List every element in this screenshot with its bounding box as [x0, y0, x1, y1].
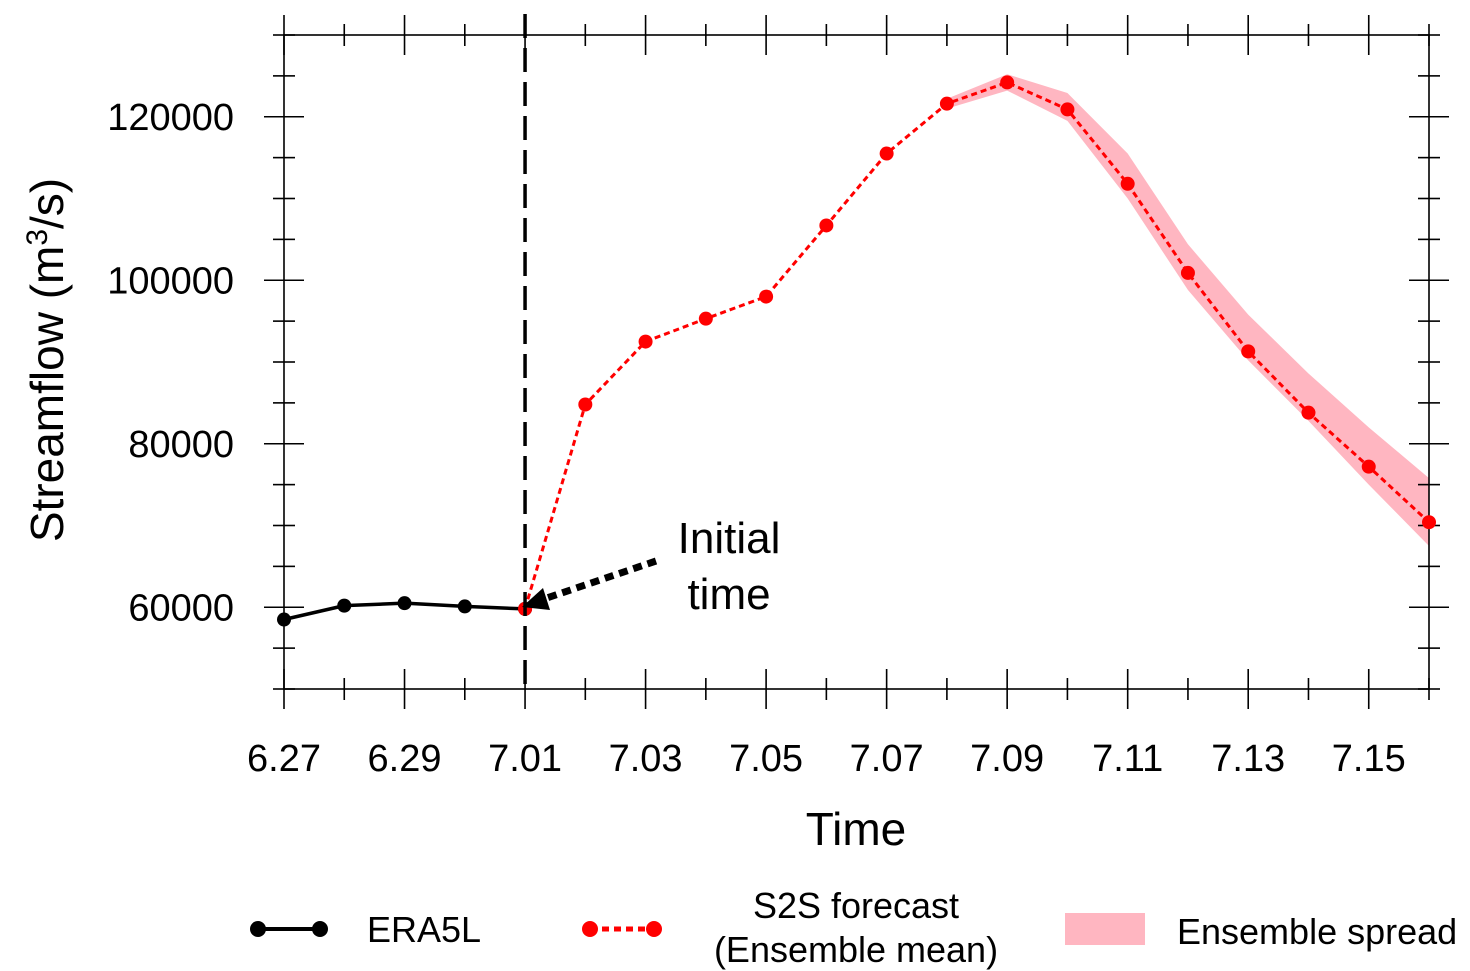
legend-s2s-label-line2: (Ensemble mean) [714, 929, 998, 970]
legend-era5l-marker-right [312, 921, 328, 937]
x-tick-label: 7.07 [850, 738, 924, 780]
x-tick-label: 7.11 [1092, 738, 1163, 780]
s2s-forecast-point [939, 96, 954, 111]
y-tick-label: 100000 [107, 260, 234, 302]
s2s-forecast-line [523, 80, 1431, 610]
axes: 6.27 6.29 7.01 7.03 7.05 7.07 7.09 7.11 7.13 7.15… [107, 15, 1449, 780]
s2s-forecast-point [819, 218, 834, 233]
s2s-forecast-point [1361, 459, 1376, 474]
y-tick-label: 80000 [128, 424, 234, 466]
legend-era5l-marker-left [250, 921, 266, 937]
era5l-point [277, 612, 291, 627]
s2s-forecast-point [1000, 75, 1015, 90]
legend: ERA5L S2S forecast (Ensemble mean) Ensem… [250, 885, 1457, 970]
annotation-arrow-shaft [536, 557, 658, 605]
legend-item-ensemble-spread: Ensemble spread [1065, 911, 1457, 952]
era5l-point [397, 596, 412, 611]
s2s-forecast-point [1120, 176, 1135, 191]
ensemble-spread-band [946, 74, 1429, 546]
s2s-forecast-point [1241, 344, 1256, 359]
era5l-point [337, 598, 352, 613]
x-axis-title: Time [806, 803, 907, 855]
ensemble-spread-layer [946, 74, 1429, 546]
legend-item-era5l: ERA5L [250, 909, 481, 950]
s2s-forecast-point [698, 311, 713, 326]
y-axis-title-superscript: 3 [21, 229, 54, 246]
s2s-forecast-point [1180, 265, 1195, 280]
y-tick-label: 60000 [128, 587, 234, 629]
x-tick-label: 7.03 [609, 738, 683, 780]
s2s-forecast-point [879, 146, 894, 161]
annotation-initial: Initial [678, 514, 781, 563]
legend-s2s-marker-left [582, 921, 598, 937]
annotation-layer: Initial time [522, 14, 780, 689]
x-tick-label: 7.13 [1211, 738, 1285, 780]
x-tick-label: 6.27 [247, 738, 321, 780]
y-axis-title-tail: /s) [21, 178, 73, 229]
s2s-forecast-point [638, 334, 653, 349]
x-tick-label: 7.09 [970, 738, 1044, 780]
s2s-forecast-point [1422, 515, 1436, 530]
era5l-point [457, 599, 472, 614]
annotation-arrow-head [522, 588, 550, 610]
legend-era5l-label: ERA5L [367, 909, 481, 950]
s2s-forecast-point [759, 289, 774, 304]
y-axis-title-main: Streamflow (m [21, 246, 73, 542]
series-layer [277, 75, 1436, 627]
x-tick-label: 7.15 [1332, 738, 1406, 780]
annotation-time: time [687, 570, 770, 619]
legend-spread-label: Ensemble spread [1177, 911, 1457, 952]
legend-s2s-label-line1: S2S forecast [753, 885, 959, 926]
legend-spread-swatch [1065, 913, 1145, 945]
x-tick-label: 6.29 [368, 738, 442, 780]
legend-item-s2s-forecast: S2S forecast (Ensemble mean) [582, 885, 998, 970]
s2s-forecast-point [578, 397, 593, 412]
s2s-forecast-point [1060, 102, 1075, 117]
x-tick-label: 7.01 [488, 738, 562, 780]
x-tick-label: 7.05 [729, 738, 803, 780]
legend-s2s-marker-right [646, 921, 662, 937]
s2s-forecast-point [1301, 405, 1316, 420]
y-tick-label: 120000 [107, 97, 234, 139]
y-axis-title: Streamflow (m3/s) [21, 178, 73, 542]
